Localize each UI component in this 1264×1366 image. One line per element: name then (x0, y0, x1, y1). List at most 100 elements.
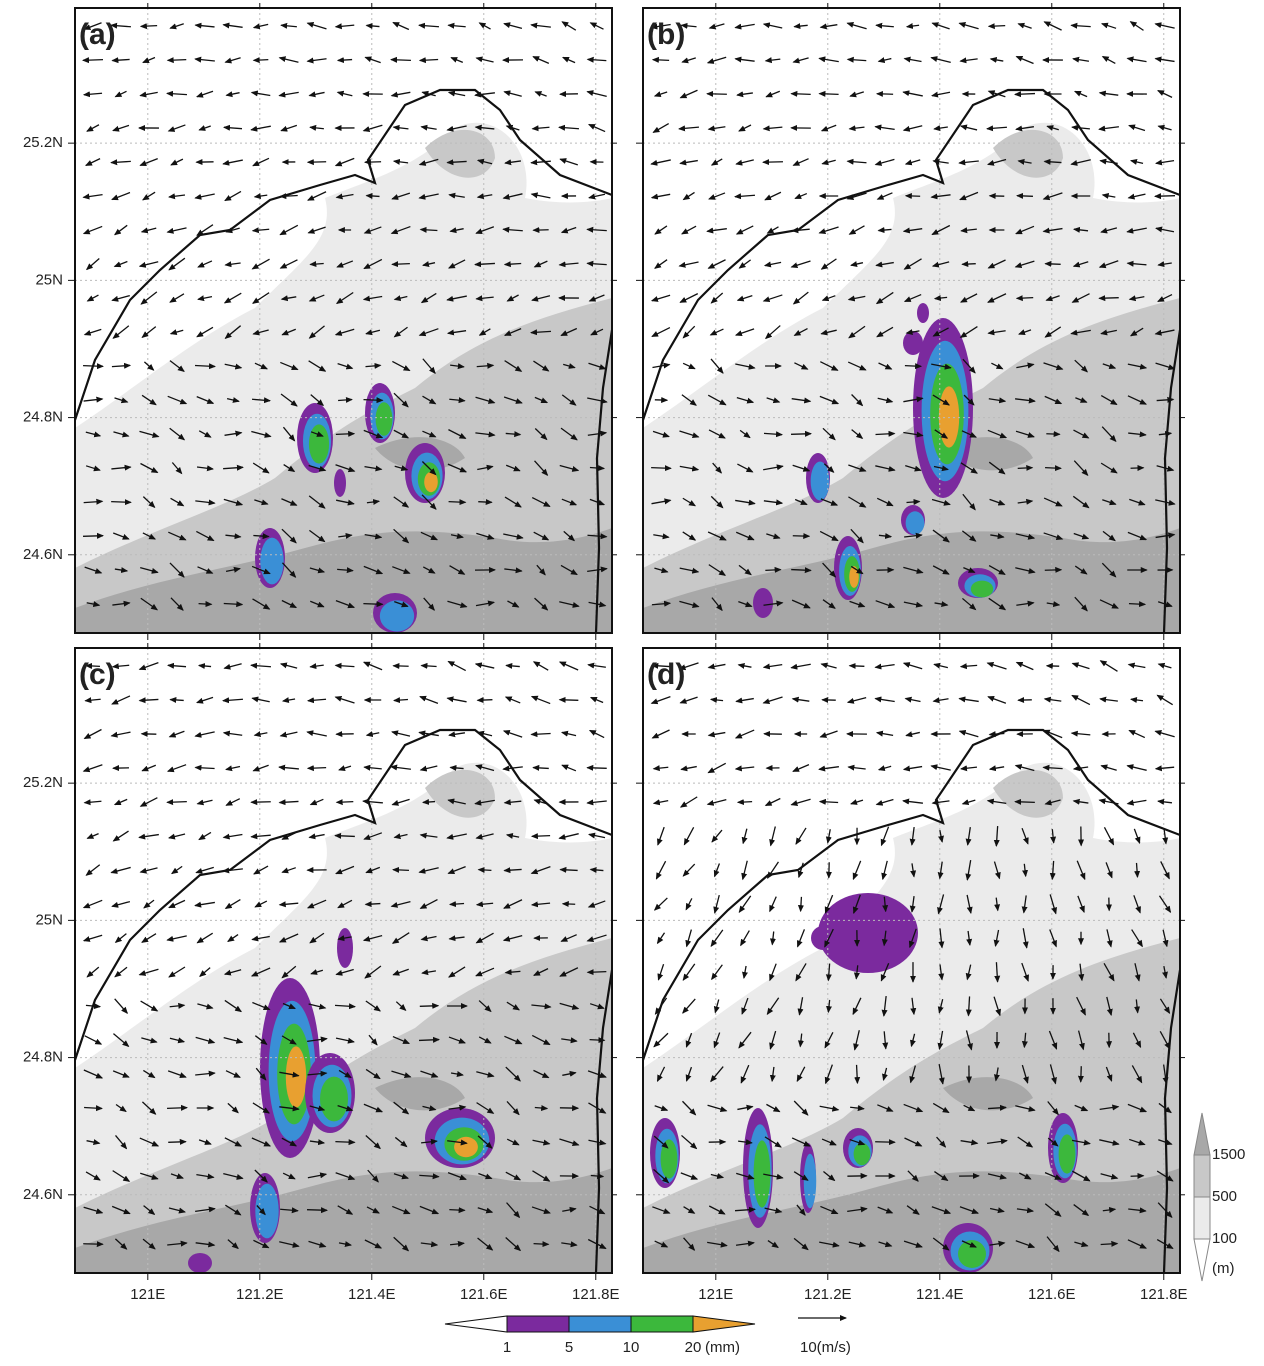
map-content (643, 648, 1180, 1273)
wind-vector (83, 1244, 103, 1245)
wind-vector (989, 26, 1005, 27)
wind-vector (1045, 468, 1061, 469)
precipitation (376, 402, 393, 436)
map-content (643, 8, 1180, 633)
wind-vector (167, 802, 187, 803)
precipitation (906, 511, 925, 534)
x-tick-label: 121.8E (572, 1286, 620, 1303)
precipitation (255, 1184, 278, 1239)
y-tick-label: 24.6N (23, 546, 63, 563)
wind-vector (588, 972, 607, 973)
terrain-segment (1194, 1239, 1210, 1281)
precipitation (754, 1140, 771, 1207)
wind-vector (363, 400, 382, 401)
wind-vector (449, 502, 466, 503)
map-panel: (b) (636, 3, 1185, 640)
wind-vector (251, 802, 271, 803)
wind-vector (363, 604, 382, 605)
precipitation (958, 1240, 986, 1268)
wind-vector (307, 1210, 327, 1211)
precipitation (188, 1253, 212, 1273)
panel-label: (c) (79, 658, 116, 691)
colorbar-unit: (mm) (705, 1339, 740, 1356)
wind-vector (254, 60, 269, 61)
wind-vector (168, 1142, 186, 1143)
precipitation (334, 469, 346, 497)
wind-vector (791, 94, 810, 95)
x-tick-label: 121.4E (348, 1286, 396, 1303)
wind-vector (563, 904, 575, 905)
wind-vector (1015, 94, 1035, 95)
colorbar-label: 1 (503, 1339, 511, 1356)
wind-vector (532, 836, 550, 837)
precipitation (753, 588, 773, 618)
precipitation (661, 1139, 678, 1178)
reference-label: 10(m/s) (800, 1339, 851, 1356)
colorbar-label: 20 (685, 1339, 702, 1356)
wind-vector (449, 1210, 464, 1211)
wind-vector (560, 870, 577, 871)
x-tick-label: 121E (130, 1286, 165, 1303)
precipitation (811, 926, 835, 950)
map-content (75, 8, 612, 633)
colorbar-segment (631, 1316, 693, 1332)
precipitation (804, 1154, 816, 1209)
precipitation (811, 462, 830, 501)
y-tick-label: 25.2N (23, 134, 63, 151)
terrain-label: 100 (1212, 1230, 1237, 1247)
precipitation (939, 386, 959, 447)
terrain-label: 1500 (1212, 1146, 1245, 1163)
colorbar-segment (569, 1316, 631, 1332)
wind-vector (199, 604, 212, 605)
wind-vector (905, 366, 921, 367)
wind-vector (170, 700, 183, 701)
panel-label: (b) (647, 18, 685, 51)
wind-vector (478, 700, 493, 701)
colorbar-label: 10 (623, 1339, 640, 1356)
wind-vector (336, 434, 354, 435)
x-tick-label: 121.2E (804, 1286, 852, 1303)
panel-label: (d) (647, 658, 685, 691)
wind-vector (850, 666, 865, 667)
wind-vector (1017, 298, 1033, 299)
x-tick-label: 121.6E (1028, 1286, 1076, 1303)
precipitation (903, 331, 923, 355)
colorbar-segment (445, 1316, 507, 1332)
wind-vector (308, 162, 326, 163)
wind-vector (1015, 802, 1035, 803)
wind-vector (533, 230, 548, 231)
wind-vector (962, 264, 976, 265)
wind-vector (366, 196, 379, 197)
map-content (75, 648, 612, 1273)
wind-vector (534, 1244, 549, 1245)
precipitation (320, 1077, 348, 1122)
precipitation (971, 581, 993, 598)
colorbar-segment (693, 1316, 755, 1332)
wind-vector (533, 768, 549, 769)
wind-vector (167, 1108, 187, 1109)
terrain-label: 500 (1212, 1188, 1237, 1205)
wind-vector (141, 26, 157, 27)
panel-label: (a) (79, 18, 116, 51)
y-tick-label: 24.8N (23, 409, 63, 426)
precipitation (917, 303, 929, 323)
wind-vector (83, 60, 103, 61)
wind-vector (1018, 468, 1033, 469)
y-tick-label: 25N (35, 911, 63, 928)
wind-vector (791, 570, 811, 571)
wind-vector (1131, 1176, 1144, 1177)
precipitation (337, 928, 353, 968)
wind-vector (338, 60, 352, 61)
wind-vector (1129, 604, 1145, 605)
x-tick-label: 121E (698, 1286, 733, 1303)
wind-vector (450, 904, 464, 905)
precipitation (854, 1143, 871, 1165)
x-tick-label: 121.6E (460, 1286, 508, 1303)
precipitation (380, 600, 414, 631)
wind-vector (1081, 1066, 1082, 1082)
